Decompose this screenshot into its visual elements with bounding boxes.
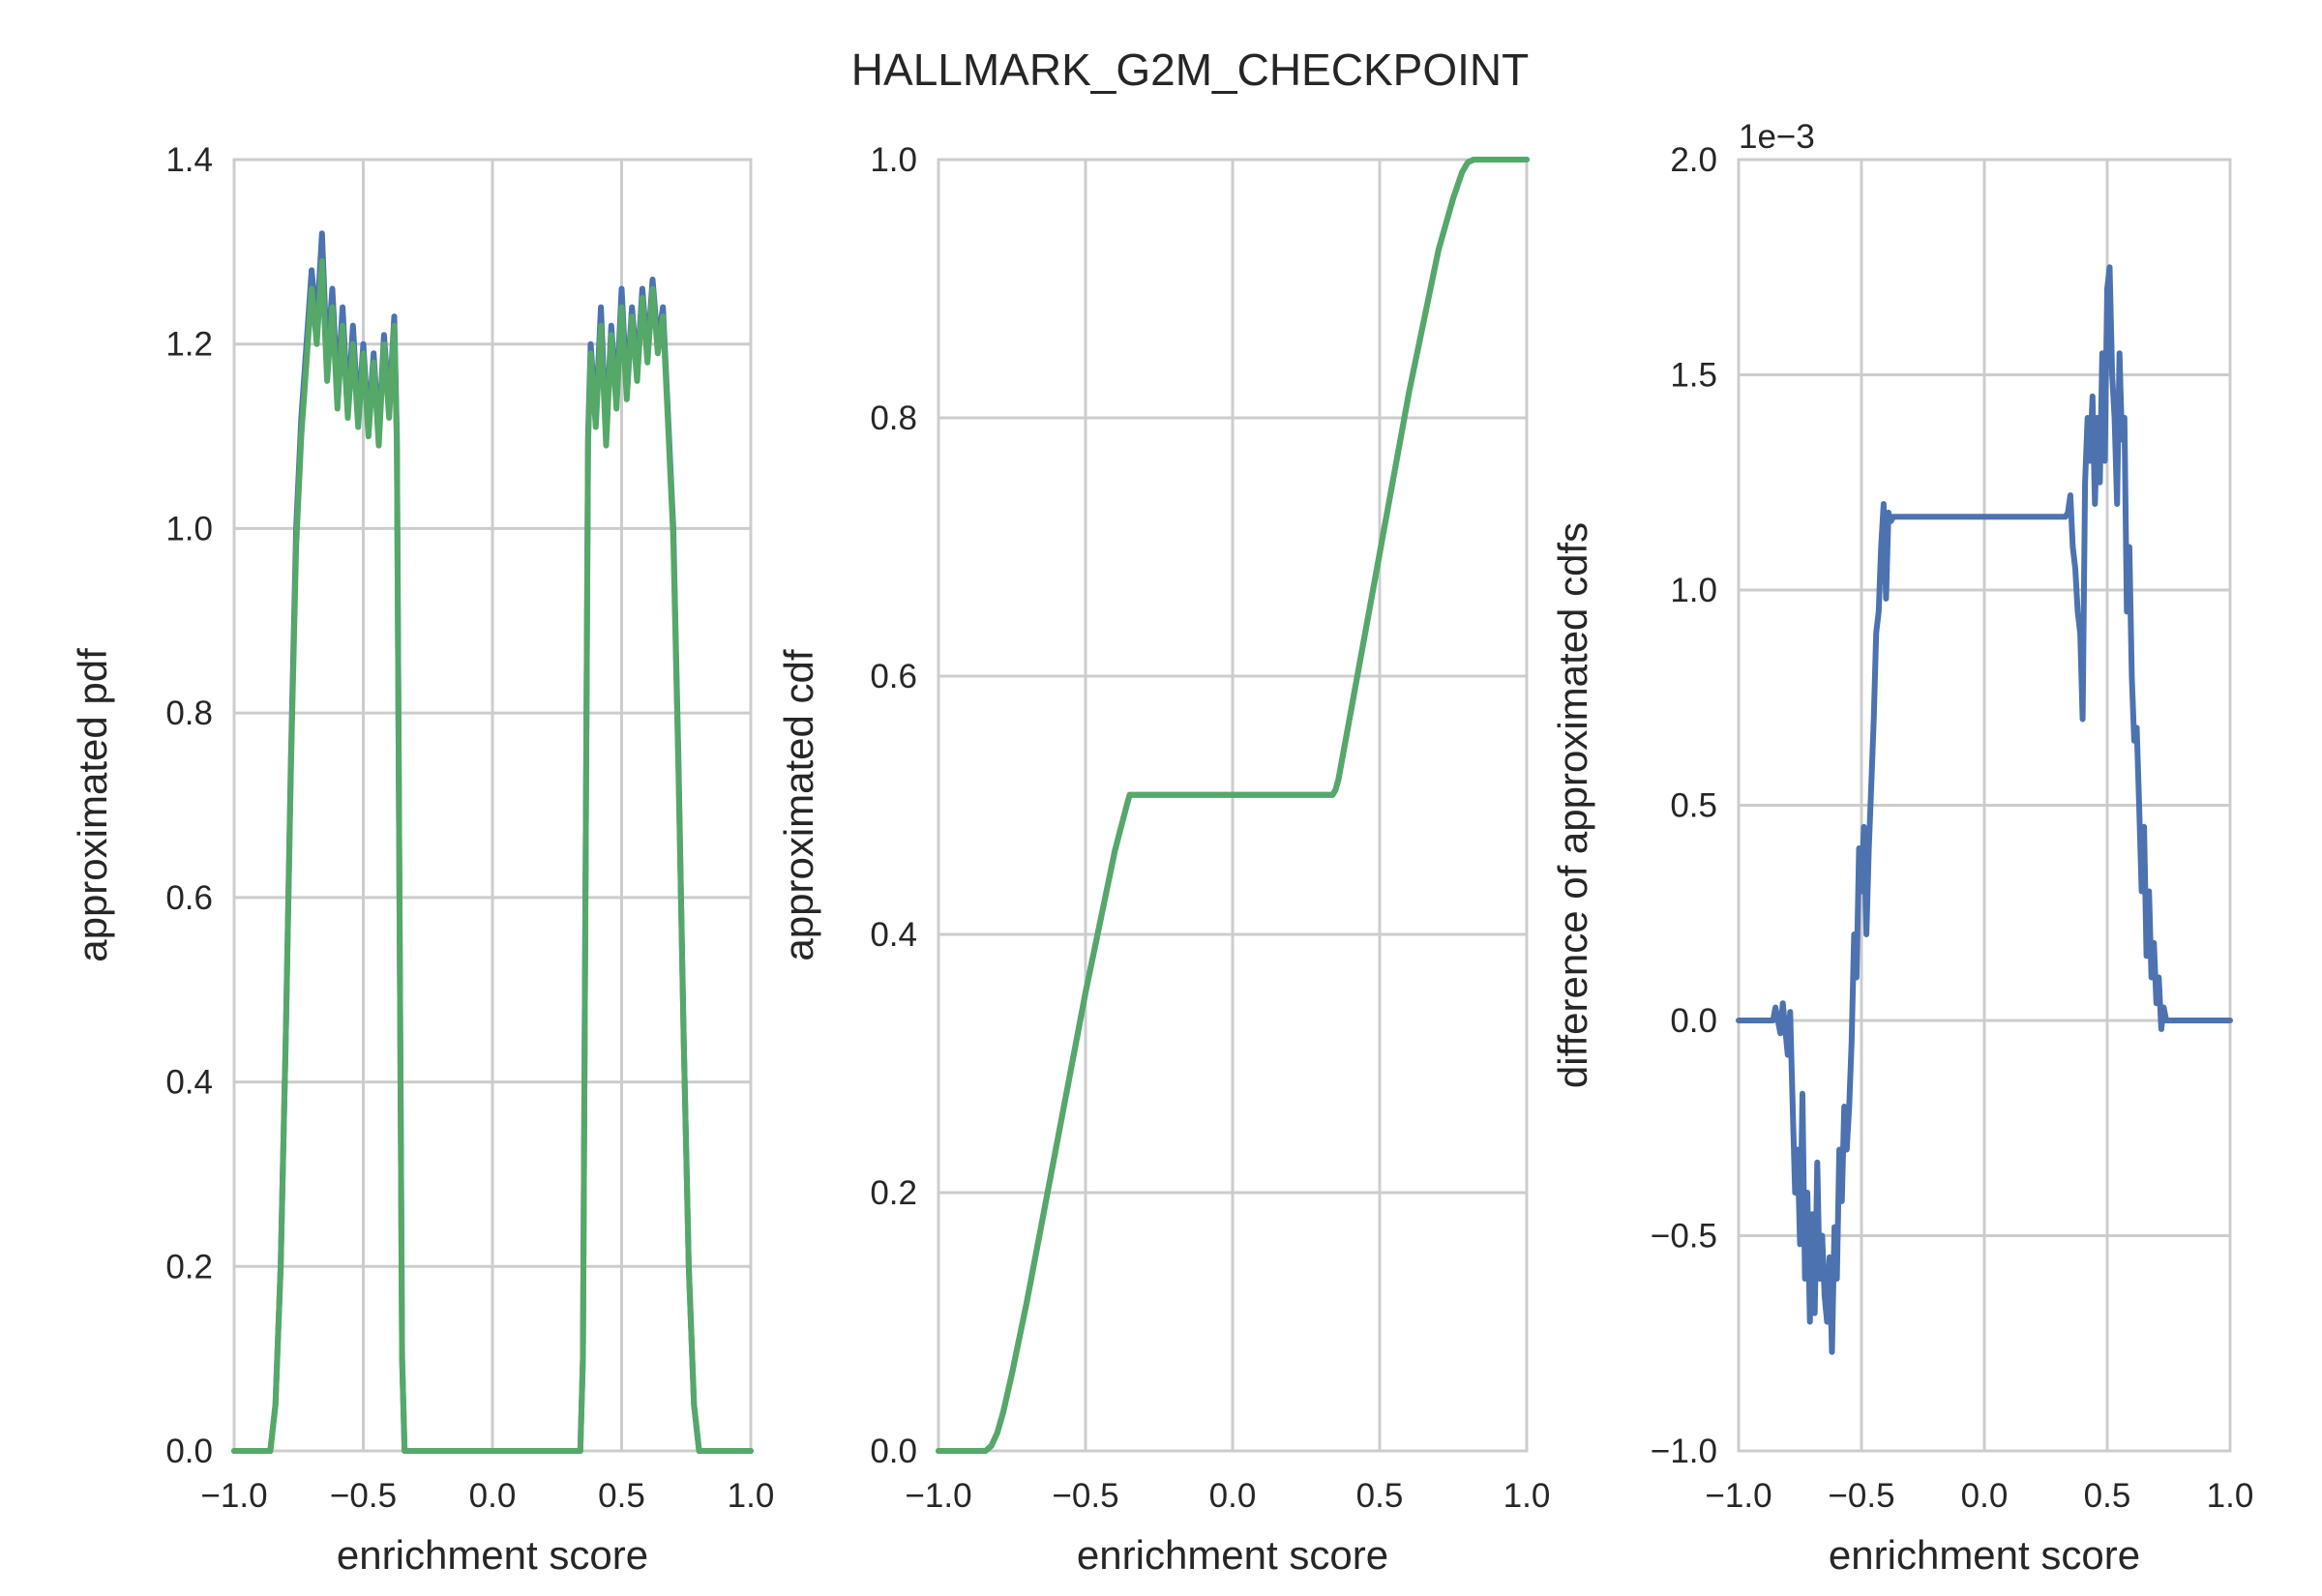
y-tick-label: 0.6 <box>165 879 213 917</box>
y-tick-label: 1.0 <box>165 510 213 547</box>
y-tick-label: 0.4 <box>870 916 917 954</box>
x-tick-label: 1.0 <box>728 1477 775 1515</box>
y-tick-label: 1.0 <box>870 141 917 179</box>
y-tick-label: 0.6 <box>870 658 917 695</box>
x-tick-label: 0.5 <box>1356 1477 1404 1515</box>
x-tick-label: 0.0 <box>1209 1477 1257 1515</box>
x-tick-label: 0.0 <box>469 1477 517 1515</box>
y-tick-label: 0.0 <box>1670 1002 1717 1040</box>
y-axis-label: approximated cdf <box>776 649 821 961</box>
y-tick-label: 0.4 <box>165 1064 213 1102</box>
y-tick-label: 1.2 <box>165 326 213 364</box>
pdf-chart: −1.0 −0.5 0.0 0.5 1.0 0.0 0.2 0.4 0.6 0.8 1.0 1.2 1.… <box>70 141 774 1578</box>
cdf-chart: −1.0 −0.5 0.0 0.5 1.0 0.0 0.2 0.4 0.6 0.8 1.0 enric… <box>776 141 1550 1578</box>
x-tick-label: −0.5 <box>1052 1477 1118 1515</box>
x-tick-label: −1.0 <box>1705 1477 1771 1515</box>
y-tick-label: 0.2 <box>165 1248 213 1286</box>
y-axis-label: difference of approximated cdfs <box>1550 522 1595 1088</box>
y-tick-label: 1.5 <box>1670 357 1717 395</box>
x-tick-label: −1.0 <box>200 1477 267 1515</box>
y-tick-label: 0.8 <box>165 695 213 732</box>
y-tick-label: 0.0 <box>870 1433 917 1470</box>
x-tick-label: 1.0 <box>1503 1477 1551 1515</box>
y-tick-label: 2.0 <box>1670 141 1717 179</box>
y-offset-label: 1e−3 <box>1739 118 1815 156</box>
plot-frame <box>1737 158 2232 1453</box>
x-axis-label: enrichment score <box>1829 1532 2140 1578</box>
y-tick-label: 1.4 <box>165 141 213 179</box>
x-tick-label: 0.5 <box>598 1477 645 1515</box>
y-tick-label: 0.2 <box>870 1174 917 1212</box>
x-axis-label: enrichment score <box>337 1532 648 1578</box>
y-tick-label: 0.8 <box>870 399 917 437</box>
x-tick-label: −0.5 <box>330 1477 397 1515</box>
series-line-1 <box>1736 264 2233 1355</box>
series-line-2 <box>936 157 1530 1454</box>
x-tick-label: 1.0 <box>2207 1477 2254 1515</box>
x-tick-label: −0.5 <box>1828 1477 1894 1515</box>
y-tick-label: −1.0 <box>1651 1433 1717 1470</box>
x-tick-label: 0.0 <box>1961 1477 2009 1515</box>
x-tick-label: −1.0 <box>905 1477 971 1515</box>
plot-frame <box>937 158 1529 1453</box>
y-tick-label: 0.0 <box>165 1433 213 1470</box>
x-tick-label: 0.5 <box>2084 1477 2131 1515</box>
y-tick-label: −0.5 <box>1651 1218 1717 1256</box>
y-tick-label: 0.5 <box>1670 787 1717 825</box>
x-axis-label: enrichment score <box>1077 1532 1388 1578</box>
figure-title: HALLMARK_G2M_CHECKPOINT <box>851 44 1529 95</box>
y-axis-label: approximated pdf <box>70 648 115 962</box>
cdf-difference-chart: −1.0 −0.5 0.0 0.5 1.0 −1.0 −0.5 0.0 0.5 1.0 1.5 2.0… <box>1550 118 2253 1578</box>
series-line-2 <box>231 257 754 1454</box>
y-tick-label: 1.0 <box>1670 572 1717 609</box>
